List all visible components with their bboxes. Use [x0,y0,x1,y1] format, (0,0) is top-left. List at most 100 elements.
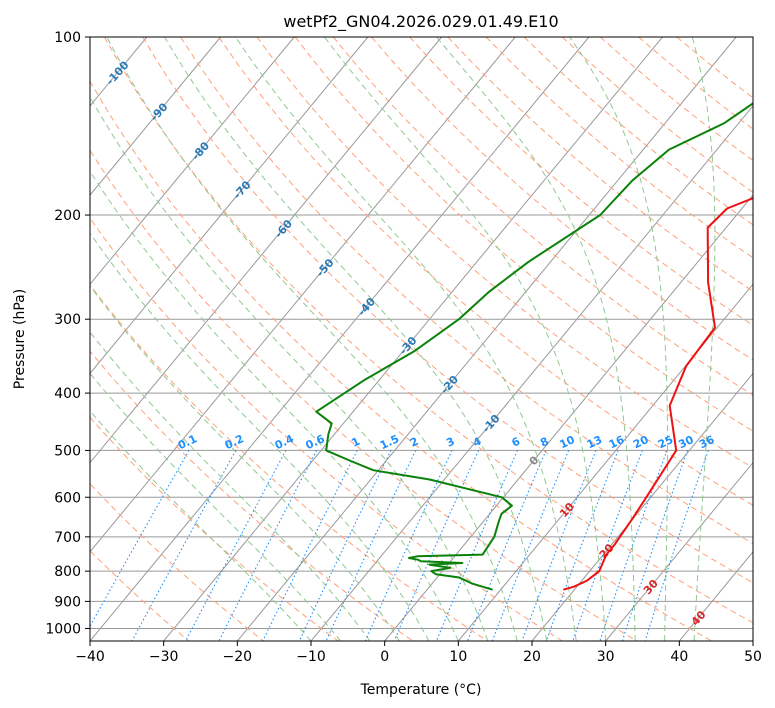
isotherm-line [90,37,516,553]
moist-adiabat-line [90,232,430,641]
moist-adiabat-line [90,331,371,641]
y-tick-label: 600 [54,490,81,506]
dry-adiabat-line [180,37,753,545]
moist-adiabat-line [436,37,636,641]
isotherm-line [752,640,753,641]
mixing-ratio-line [644,450,709,641]
x-tick-label: −30 [149,649,179,665]
isotherm-line [90,37,369,375]
dry-adiabat-line [90,149,638,641]
line-labels: 0.1 0.2 0.4 0.6 1 1.5 2 3 4 6 8 10 13 16 20 25 30 36-100-… [104,58,717,628]
mixing-ratio-label: 20 [631,433,651,451]
plot-frame [89,36,754,642]
isotherm-line [531,372,753,641]
moist-adiabat-line [569,37,668,641]
mixing-ratio-line [298,450,392,641]
background-lines [0,37,753,641]
mixing-ratio-label: 30 [676,433,696,451]
dry-adiabat-line [90,483,264,641]
mixing-ratio-line [262,450,358,641]
axis-ticks: −40 −30 −20 −10 0 10 20 30 40 5010020030040050060… [45,30,762,665]
mixing-ratio-line [572,450,643,641]
x-tick-label: 0 [380,649,389,665]
y-tick-label: 100 [54,30,81,46]
mixing-ratio-line [218,450,318,641]
mixing-ratio-label: 0.4 [273,432,296,452]
isotherm-line [90,37,590,641]
moist-adiabat-line [324,37,607,641]
dry-adiabat-line [90,217,563,641]
y-tick-label: 900 [54,594,81,610]
mixing-ratio-label: 1 [350,435,362,450]
x-tick-label: −10 [296,649,326,665]
dry-adiabat-line [90,416,339,641]
dry-adiabat-line [371,37,753,361]
isotherm-line [310,105,753,641]
mixing-ratio-line [185,450,287,641]
dewpoint-line [315,102,753,591]
dry-adiabat-line [90,283,488,641]
isotherm-line [457,283,753,641]
moist-adiabat-line [90,372,341,641]
mixing-ratio-label: 6 [510,435,523,450]
x-tick-label: −40 [75,649,105,665]
isotherm-line [90,37,442,464]
dry-adiabat-line [332,37,753,396]
mixing-ratio-line [621,450,689,641]
y-tick-label: 700 [54,530,81,546]
isotherm-label: -100 [104,58,132,87]
mixing-ratio-label: 16 [607,433,627,451]
mixing-ratio-label: 0.2 [223,432,246,452]
mixing-ratio-label: 10 [558,433,578,451]
mixing-ratio-line [131,450,237,641]
moist-adiabat-line [90,170,459,641]
mixing-ratio-label: 1.5 [378,432,401,452]
chart-title: wetPf2_GN04.2026.029.01.49.E10 [283,12,558,32]
x-tick-label: 20 [523,649,541,665]
mixing-ratio-line [325,450,417,641]
x-axis-label: Temperature (°C) [360,682,482,698]
y-tick-label: 200 [54,208,81,224]
y-tick-label: 500 [54,443,81,459]
moist-adiabat-line [164,37,548,641]
x-tick-label: −20 [223,649,253,665]
moist-adiabat-line [106,37,518,641]
y-tick-label: 300 [54,312,81,328]
mixing-ratio-label: 36 [697,433,717,451]
isotherm-line [384,194,753,641]
dry-adiabat-line [561,37,753,194]
x-tick-label: 10 [449,649,467,665]
mixing-ratio-label: 0.1 [176,432,199,452]
y-tick-label: 400 [54,386,81,402]
mixing-ratio-label: 13 [585,433,604,451]
x-tick-label: 40 [670,649,688,665]
mixing-ratio-line [393,450,480,641]
x-tick-label: 30 [597,649,615,665]
isotherm-line [605,461,753,641]
moist-adiabat-line [235,37,577,641]
mixing-ratio-label: 25 [656,433,675,451]
mixing-ratio-line [521,450,597,641]
mixing-ratio-line [90,450,190,628]
mixing-ratio-line [466,450,547,641]
y-tick-label: 800 [54,564,81,580]
dry-adiabat-line [218,37,753,506]
y-axis-label: Pressure (hPa) [12,289,28,389]
sounding-traces [315,102,753,591]
isotherm-line [90,37,221,196]
mixing-ratio-label: 0.6 [304,432,327,452]
isotherm-line [163,37,663,641]
moist-adiabat-line [90,285,400,641]
moist-adiabat-line [90,95,489,641]
moist-adiabat-line [691,37,716,641]
dry-adiabat-line [676,37,753,99]
temperature-line [563,197,753,591]
mixing-ratio-line [545,450,619,641]
mixing-ratio-label: 4 [471,435,484,450]
isotherm-line [0,37,73,641]
isotherm-line [90,37,295,286]
isotherm-line [236,37,737,641]
mixing-ratio-line [599,450,668,641]
